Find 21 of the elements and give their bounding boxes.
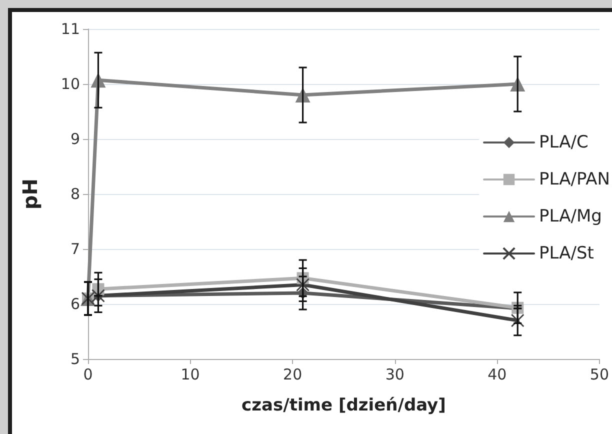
x-tick-label: 0 <box>83 366 93 384</box>
y-tick-label: 11 <box>60 20 80 38</box>
y-tick-label: 6 <box>70 295 80 313</box>
x-axis-title: czas/time [dzień/day] <box>242 396 446 416</box>
legend-label: PLA/St <box>539 244 594 264</box>
legend-label: PLA/C <box>539 132 588 152</box>
x-tick-label: 30 <box>385 366 404 384</box>
x-tick-label: 40 <box>488 366 507 384</box>
y-tick-label: 5 <box>70 350 80 368</box>
legend-label: PLA/Mg <box>539 206 602 226</box>
x-tick-label: 50 <box>590 366 610 384</box>
x-tick-label: 20 <box>283 366 302 384</box>
legend-label: PLA/PAN <box>539 170 610 190</box>
y-tick-label: 8 <box>70 185 80 203</box>
point <box>510 314 524 328</box>
y-tick-label: 9 <box>70 130 80 148</box>
y-tick-label: 10 <box>60 75 80 93</box>
y-axis-title: pH <box>18 178 42 210</box>
y-tick-label: 7 <box>70 240 80 258</box>
point <box>296 278 310 292</box>
x-tick-label: 10 <box>180 366 200 384</box>
